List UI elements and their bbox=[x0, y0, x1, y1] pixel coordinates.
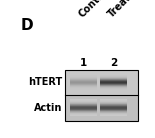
Bar bbox=[100, 114, 127, 115]
Bar bbox=[100, 102, 127, 103]
Bar bbox=[100, 101, 127, 102]
Bar bbox=[100, 109, 127, 110]
Text: Treated: Treated bbox=[107, 0, 143, 20]
Bar bbox=[70, 101, 97, 102]
Bar bbox=[100, 108, 127, 109]
Bar bbox=[65, 95, 138, 121]
Bar bbox=[100, 82, 127, 83]
Bar bbox=[70, 108, 97, 109]
Bar bbox=[70, 99, 97, 100]
Bar bbox=[100, 103, 127, 104]
Bar bbox=[70, 78, 97, 79]
Bar bbox=[100, 107, 127, 108]
Text: 2: 2 bbox=[110, 58, 117, 68]
Bar bbox=[100, 100, 127, 101]
Bar bbox=[100, 115, 127, 116]
Bar bbox=[65, 70, 138, 121]
Bar bbox=[70, 76, 97, 77]
Bar bbox=[70, 106, 97, 107]
Bar bbox=[70, 112, 97, 113]
Bar bbox=[100, 76, 127, 77]
Bar bbox=[70, 100, 97, 101]
Bar bbox=[70, 86, 97, 87]
Bar bbox=[70, 82, 97, 83]
Bar bbox=[70, 88, 97, 89]
Bar bbox=[70, 109, 97, 110]
Bar bbox=[70, 87, 97, 88]
Bar bbox=[100, 106, 127, 107]
Bar bbox=[100, 75, 127, 76]
Bar bbox=[100, 85, 127, 86]
Bar bbox=[70, 83, 97, 84]
Bar bbox=[65, 70, 138, 95]
Bar bbox=[70, 79, 97, 80]
Text: Control: Control bbox=[77, 0, 112, 20]
Bar bbox=[100, 113, 127, 114]
Bar bbox=[100, 81, 127, 82]
Bar bbox=[70, 111, 97, 112]
Bar bbox=[70, 104, 97, 105]
Bar bbox=[100, 99, 127, 100]
Bar bbox=[100, 104, 127, 105]
Text: D: D bbox=[21, 18, 33, 33]
Text: hTERT: hTERT bbox=[28, 77, 63, 87]
Bar bbox=[100, 112, 127, 113]
Bar bbox=[70, 80, 97, 81]
Text: Actin: Actin bbox=[34, 103, 63, 113]
Bar bbox=[100, 80, 127, 81]
Bar bbox=[70, 115, 97, 116]
Bar bbox=[100, 89, 127, 90]
Bar bbox=[70, 77, 97, 78]
Bar bbox=[100, 84, 127, 85]
Bar bbox=[70, 107, 97, 108]
Bar bbox=[100, 110, 127, 111]
Bar bbox=[70, 89, 97, 90]
Bar bbox=[100, 87, 127, 88]
Bar bbox=[100, 88, 127, 89]
Bar bbox=[100, 79, 127, 80]
Bar bbox=[70, 110, 97, 111]
Bar bbox=[100, 83, 127, 84]
Bar bbox=[70, 105, 97, 106]
Bar bbox=[100, 78, 127, 79]
Bar bbox=[70, 84, 97, 85]
Text: 1: 1 bbox=[80, 58, 87, 68]
Bar bbox=[70, 85, 97, 86]
Bar bbox=[70, 102, 97, 103]
Bar bbox=[100, 86, 127, 87]
Bar bbox=[100, 77, 127, 78]
Bar bbox=[70, 113, 97, 114]
Bar bbox=[70, 114, 97, 115]
Bar bbox=[70, 103, 97, 104]
Bar bbox=[100, 111, 127, 112]
Bar bbox=[100, 105, 127, 106]
Bar bbox=[70, 75, 97, 76]
Bar bbox=[70, 81, 97, 82]
